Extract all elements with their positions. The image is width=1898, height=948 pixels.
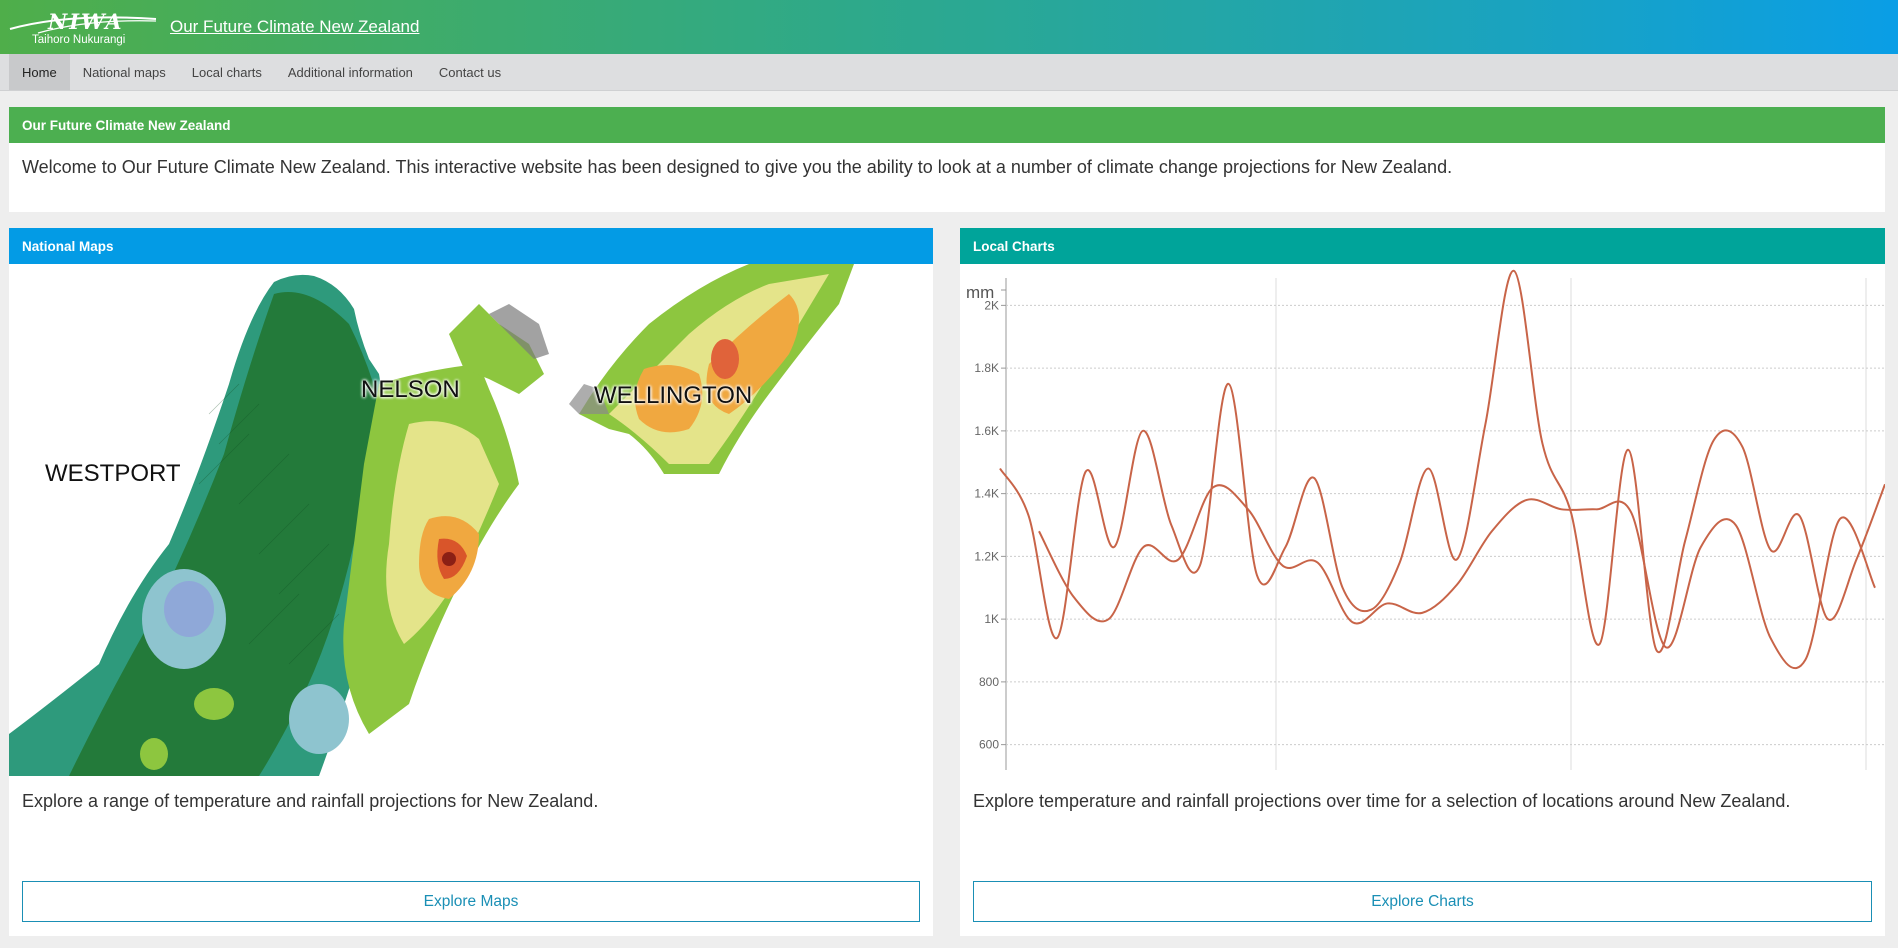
welcome-heading: Our Future Climate New Zealand bbox=[9, 107, 1885, 143]
y-tick-label: 800 bbox=[979, 675, 999, 689]
logo-swoosh-icon bbox=[9, 16, 157, 34]
nav-additional-information[interactable]: Additional information bbox=[287, 64, 413, 80]
site-title-link[interactable]: Our Future Climate New Zealand bbox=[170, 17, 420, 36]
nav-contact-us[interactable]: Contact us bbox=[438, 64, 502, 80]
y-tick-label: 2K bbox=[984, 298, 999, 312]
charts-heading: Local Charts bbox=[960, 228, 1885, 264]
top-header: NIWA Taihoro Nukurangi Our Future Climat… bbox=[0, 0, 1898, 54]
niwa-logo[interactable]: NIWA Taihoro Nukurangi bbox=[8, 3, 158, 51]
charts-description: Explore temperature and rainfall project… bbox=[973, 791, 1791, 811]
map-label-westport: WESTPORT bbox=[45, 460, 181, 487]
local-charts-panel: Local Charts mm 600 800 1K 1.2K 1.4K 1.6K 1.8K 2… bbox=[960, 228, 1885, 936]
rainfall-chart: mm 600 800 1K 1.2K 1.4K 1.6K 1.8K 2K bbox=[966, 269, 1885, 770]
map-label-nelson: NELSON bbox=[361, 376, 460, 403]
main-nav: Home National maps Local charts Addition… bbox=[0, 54, 1898, 91]
map-label-wellington: WELLINGTON bbox=[594, 382, 753, 409]
welcome-panel: Our Future Climate New Zealand Welcome t… bbox=[9, 107, 1885, 212]
welcome-text: Welcome to Our Future Climate New Zealan… bbox=[22, 157, 1453, 177]
maps-heading: National Maps bbox=[9, 228, 933, 264]
y-axis-label: mm bbox=[966, 283, 994, 302]
y-tick-label: 1.6K bbox=[974, 424, 999, 438]
national-maps-panel: National Maps bbox=[9, 228, 933, 936]
nav-home[interactable]: Home bbox=[9, 54, 70, 90]
series-line-1 bbox=[999, 269, 1885, 654]
explore-maps-button[interactable]: Explore Maps bbox=[22, 881, 920, 922]
nav-national-maps[interactable]: National maps bbox=[82, 64, 166, 80]
y-tick-label: 600 bbox=[979, 738, 999, 752]
series-line-2 bbox=[1038, 484, 1876, 670]
logo-text: NIWA bbox=[48, 9, 124, 34]
y-tick-label: 1.4K bbox=[974, 487, 999, 501]
y-tick-label: 1K bbox=[984, 612, 999, 626]
local-chart-image[interactable]: mm 600 800 1K 1.2K 1.4K 1.6K 1.8K 2K bbox=[960, 264, 1885, 776]
logo-subtitle: Taihoro Nukurangi bbox=[32, 34, 126, 46]
nav-local-charts[interactable]: Local charts bbox=[191, 64, 262, 80]
maps-description: Explore a range of temperature and rainf… bbox=[22, 791, 599, 811]
national-map-image[interactable]: NELSON WELLINGTON WESTPORT bbox=[9, 264, 933, 776]
y-tick-label: 1.8K bbox=[974, 361, 999, 375]
y-tick-label: 1.2K bbox=[974, 549, 999, 563]
explore-charts-button[interactable]: Explore Charts bbox=[973, 881, 1872, 922]
